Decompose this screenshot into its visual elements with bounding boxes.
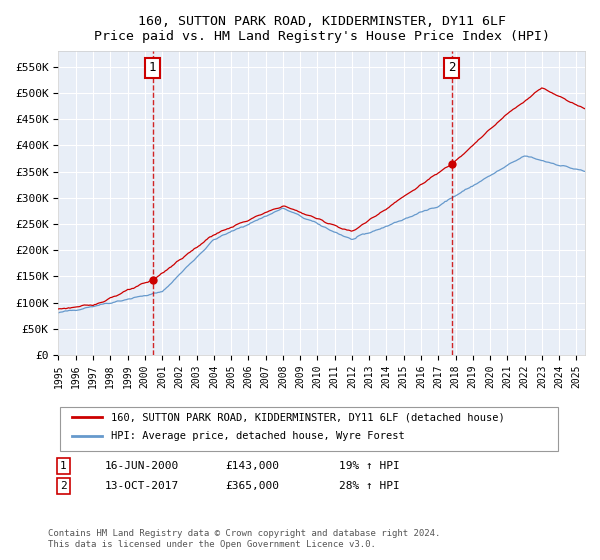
Text: 160, SUTTON PARK ROAD, KIDDERMINSTER, DY11 6LF (detached house): 160, SUTTON PARK ROAD, KIDDERMINSTER, DY… [111, 412, 505, 422]
Text: 16-JUN-2000: 16-JUN-2000 [105, 461, 179, 471]
Text: 1: 1 [60, 461, 67, 471]
Text: 19% ↑ HPI: 19% ↑ HPI [339, 461, 400, 471]
Text: 2: 2 [448, 62, 455, 74]
Text: 2: 2 [60, 481, 67, 491]
Text: Contains HM Land Registry data © Crown copyright and database right 2024.
This d: Contains HM Land Registry data © Crown c… [48, 529, 440, 549]
Text: 28% ↑ HPI: 28% ↑ HPI [339, 481, 400, 491]
Title: 160, SUTTON PARK ROAD, KIDDERMINSTER, DY11 6LF
Price paid vs. HM Land Registry's: 160, SUTTON PARK ROAD, KIDDERMINSTER, DY… [94, 15, 550, 43]
Text: 1: 1 [149, 62, 157, 74]
Text: £365,000: £365,000 [225, 481, 279, 491]
Text: 13-OCT-2017: 13-OCT-2017 [105, 481, 179, 491]
Text: £143,000: £143,000 [225, 461, 279, 471]
Text: HPI: Average price, detached house, Wyre Forest: HPI: Average price, detached house, Wyre… [111, 431, 405, 441]
